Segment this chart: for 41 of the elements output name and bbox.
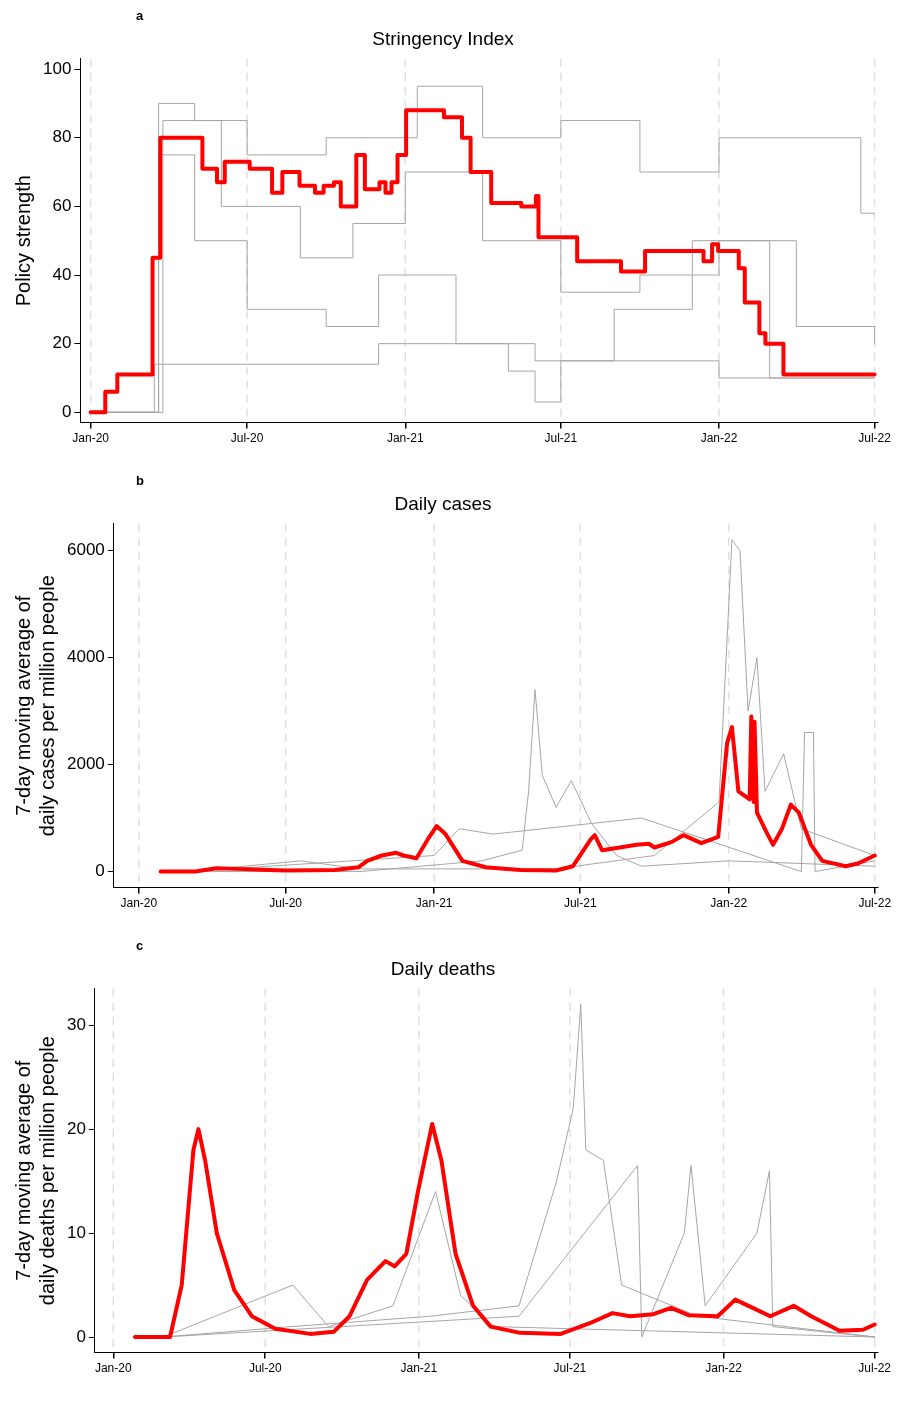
y-tick-label: 4000 xyxy=(66,647,105,667)
x-tick-label: Jul-21 xyxy=(553,1361,587,1376)
y-tick-label: 20 xyxy=(52,333,72,353)
y-tick-label: 20 xyxy=(66,1118,86,1138)
x-tick-label: Jul-20 xyxy=(248,1361,282,1376)
x-tick-label: Jan-22 xyxy=(710,896,748,911)
x-tick-label: Jul-22 xyxy=(858,896,892,911)
x-tick-label: Jan-22 xyxy=(700,431,738,446)
text: a xyxy=(136,8,144,23)
y-tick-label: 80 xyxy=(52,127,72,147)
x-tick-label: Jan-21 xyxy=(386,431,424,446)
y-tick-label: 100 xyxy=(42,58,72,78)
x-tick-label: Jan-22 xyxy=(705,1361,743,1376)
chart-title: Stringency Index xyxy=(372,27,515,49)
y-axis-title: 7-day moving average of daily deaths per million people xyxy=(11,1036,58,1306)
y-axis-title: 7-day moving average of daily cases per million people xyxy=(11,575,58,837)
x-tick-label: Jul-20 xyxy=(269,896,303,911)
x-tick-label: Jan-21 xyxy=(400,1361,438,1376)
x-tick-label: Jul-21 xyxy=(563,896,597,911)
y-tick-label: 2000 xyxy=(66,754,105,774)
y-tick-label: 0 xyxy=(76,1326,86,1346)
y-tick-label: 60 xyxy=(52,196,72,216)
x-tick-label: Jul-22 xyxy=(858,1361,892,1376)
x-tick-label: Jul-21 xyxy=(544,431,578,446)
y-tick-label: 6000 xyxy=(66,540,105,560)
y-tick-label: 0 xyxy=(95,861,105,881)
text: c xyxy=(136,938,144,953)
y-tick-label: 40 xyxy=(52,264,72,284)
chart-title: Daily deaths xyxy=(390,957,496,979)
text: b xyxy=(136,473,144,488)
y-axis-title: Policy strength xyxy=(11,175,34,307)
y-tick-label: 10 xyxy=(66,1222,86,1242)
y-tick-label: 0 xyxy=(61,401,72,421)
x-tick-label: Jul-20 xyxy=(230,431,264,446)
x-tick-label: Jan-20 xyxy=(94,1361,132,1376)
x-tick-label: Jul-22 xyxy=(858,431,892,446)
y-tick-label: 30 xyxy=(66,1014,86,1034)
x-tick-label: Jan-20 xyxy=(72,431,110,446)
x-tick-label: Jan-21 xyxy=(415,896,453,911)
x-tick-label: Jan-20 xyxy=(120,896,158,911)
chart-title: Daily cases xyxy=(394,492,492,514)
